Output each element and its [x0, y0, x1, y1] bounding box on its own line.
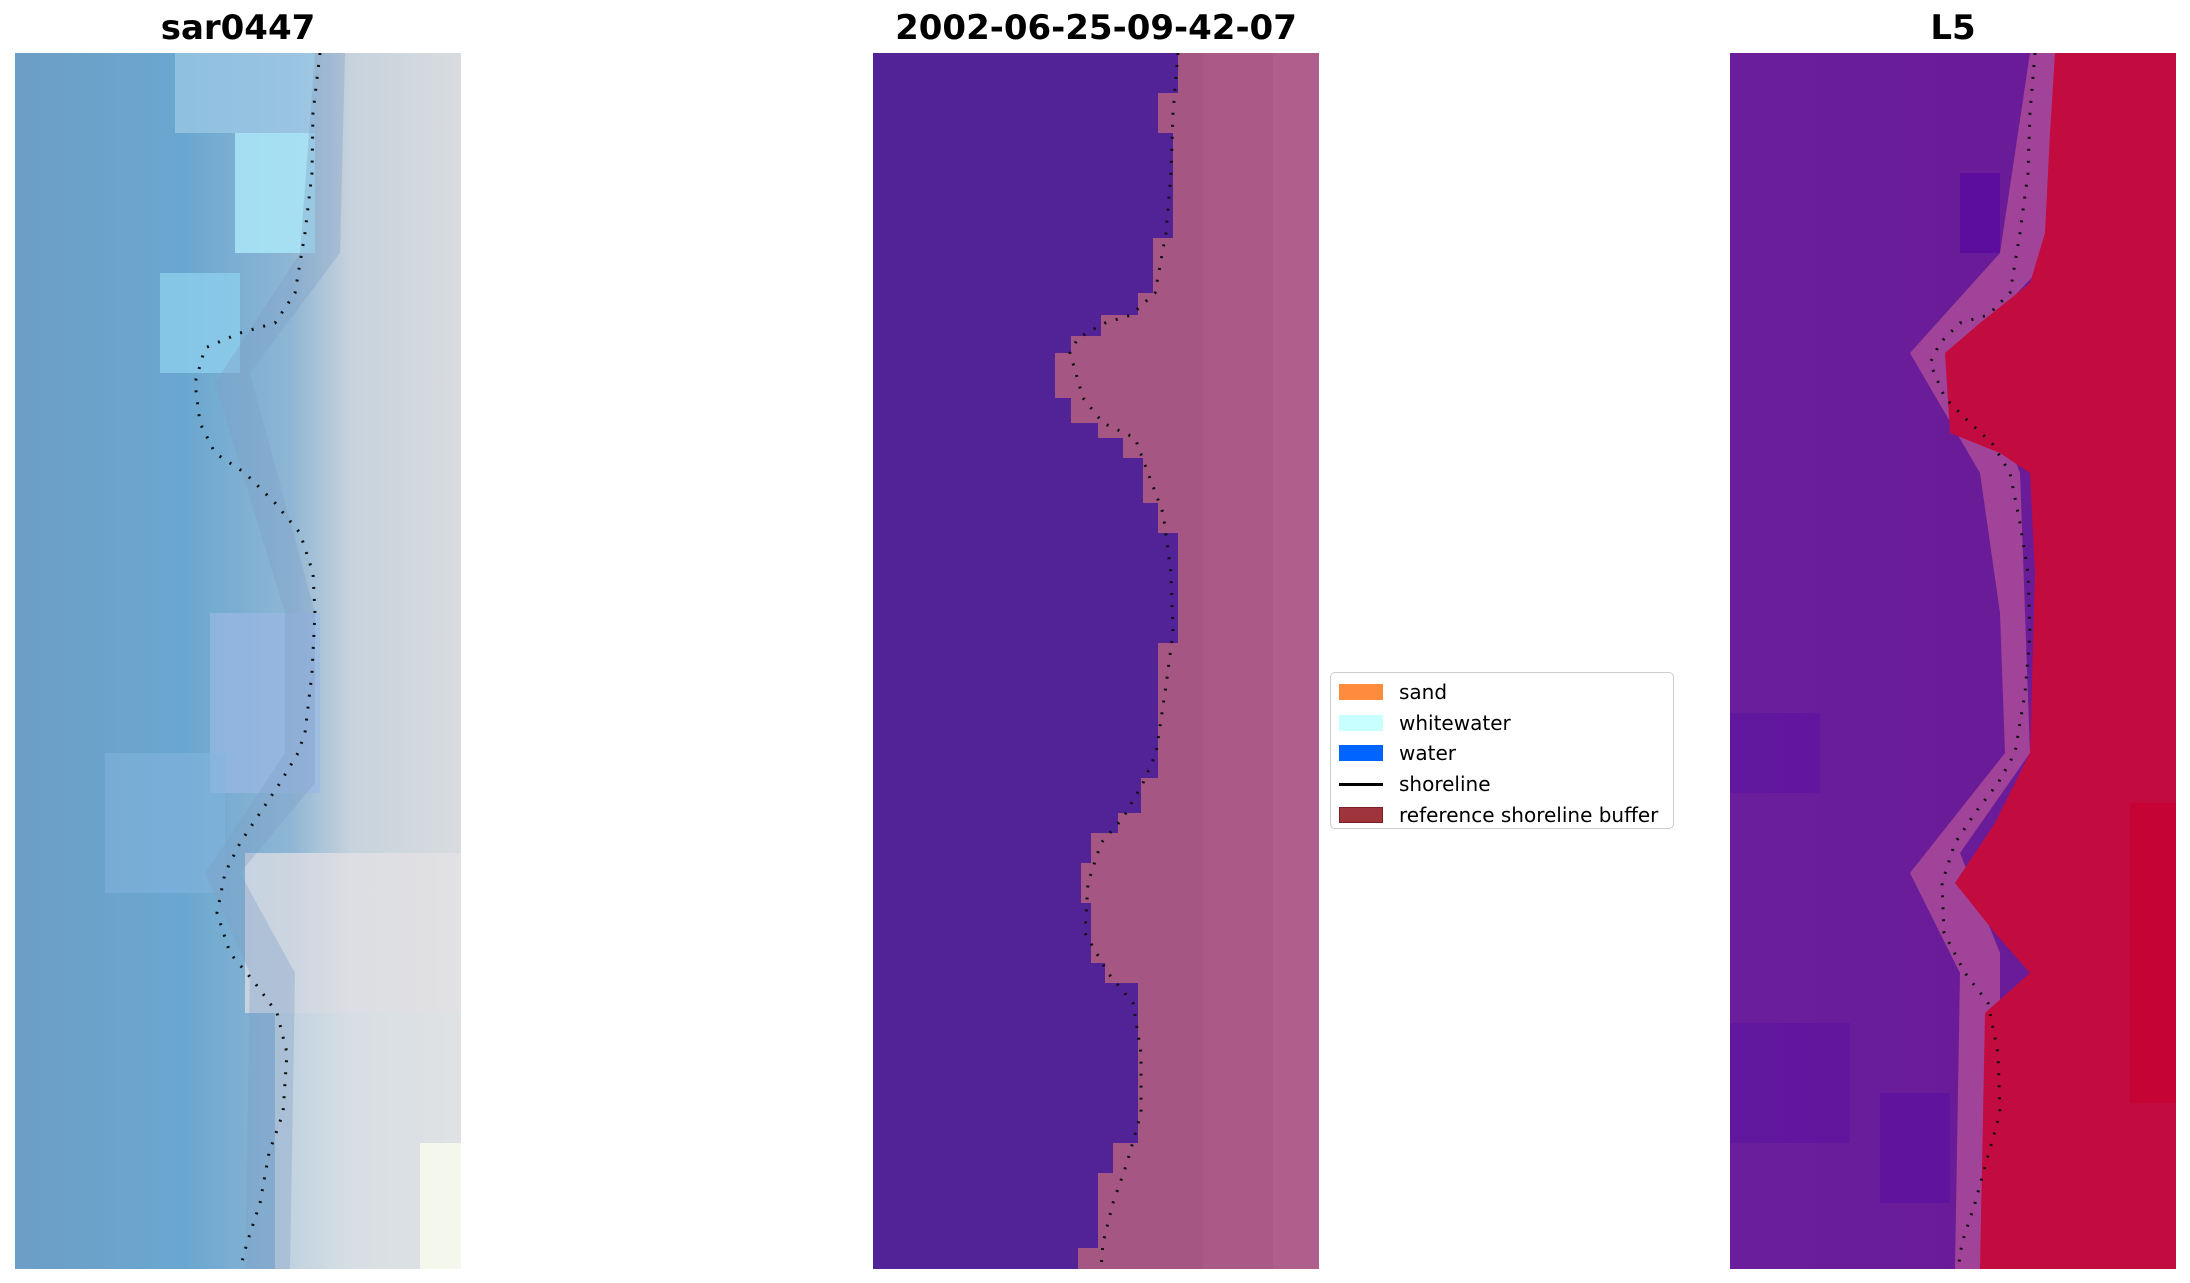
- legend-item-shoreline: shoreline: [1339, 769, 1665, 800]
- legend-swatch-shoreline: [1339, 782, 1383, 786]
- legend-item-sand: sand: [1339, 677, 1665, 708]
- panel-title-3: L5: [1930, 8, 1976, 48]
- legend-swatch-whitewater: [1339, 714, 1383, 731]
- panel-title-1: sar0447: [160, 8, 316, 48]
- classified-image: [873, 53, 1319, 1269]
- rgb-image-panel: [15, 53, 461, 1269]
- panel-title-2: 2002-06-25-09-42-07: [895, 8, 1297, 48]
- legend-item-water: water: [1339, 738, 1665, 769]
- classified-image-panel: [873, 53, 1319, 1269]
- mndwi-image-panel: [1730, 53, 2176, 1269]
- legend: sand whitewater water shoreline referenc…: [1330, 672, 1674, 829]
- legend-swatch-sand: [1339, 684, 1383, 701]
- reference-shoreline-buffer-region: [1055, 53, 1319, 1269]
- legend-label-shoreline: shoreline: [1399, 772, 1491, 797]
- legend-label-whitewater: whitewater: [1399, 710, 1511, 735]
- shoreline-line: [193, 53, 322, 1269]
- legend-swatch-reference-buffer: [1339, 806, 1383, 823]
- mndwi-image: [1730, 53, 2176, 1269]
- legend-item-whitewater: whitewater: [1339, 708, 1665, 739]
- legend-swatch-water: [1339, 745, 1383, 762]
- legend-item-reference-buffer: reference shoreline buffer: [1339, 799, 1665, 830]
- legend-label-sand: sand: [1399, 680, 1448, 705]
- legend-label-reference-buffer: reference shoreline buffer: [1399, 802, 1659, 827]
- legend-label-water: water: [1399, 741, 1456, 766]
- rgb-image: [15, 53, 461, 1269]
